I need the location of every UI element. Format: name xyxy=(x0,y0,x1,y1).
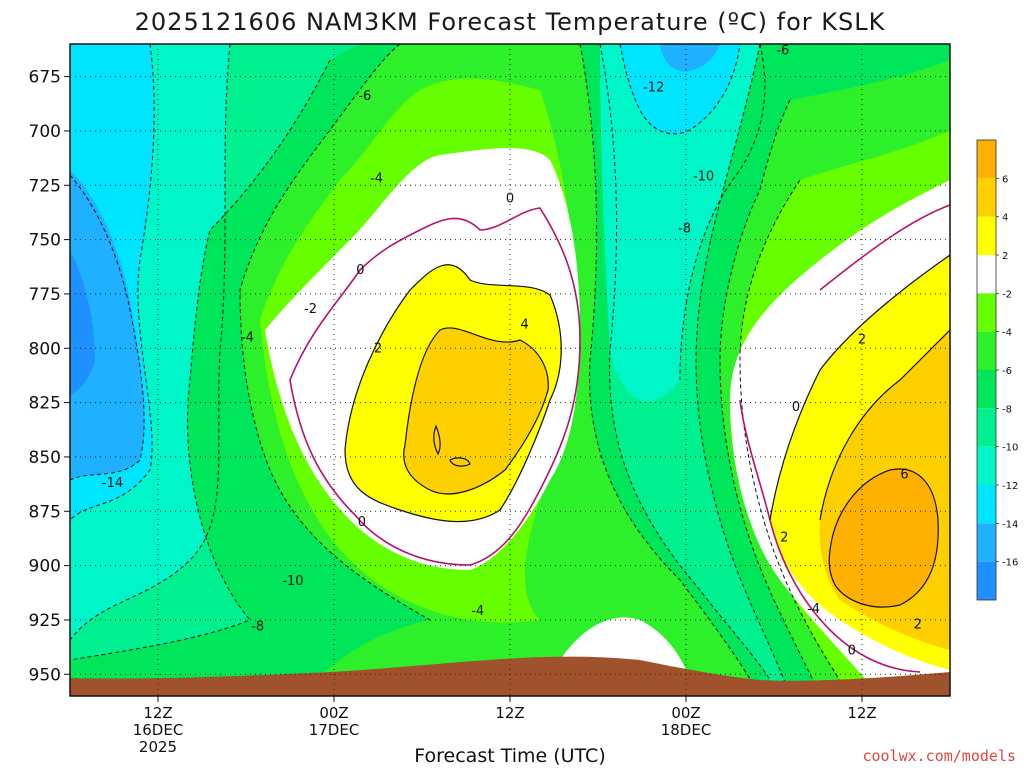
plot-area xyxy=(70,44,950,696)
y-tick-label: 950 xyxy=(29,665,61,685)
contour-label: 2 xyxy=(780,530,788,545)
y-tick-label: 900 xyxy=(29,557,61,577)
y-tick-label: 800 xyxy=(29,339,61,359)
x-tick-label: 2025 xyxy=(139,738,177,756)
x-tick-label: 18DEC xyxy=(661,721,712,739)
contour-label: -8 xyxy=(251,619,264,634)
colorbar-label: 2 xyxy=(1002,251,1008,262)
contour-label: -4 xyxy=(241,330,254,345)
x-tick-label: 12Z xyxy=(847,704,876,722)
x-tick-label: 16DEC xyxy=(133,721,184,739)
colorbar-segment xyxy=(977,446,996,485)
colorbar-label: -2 xyxy=(1002,289,1012,300)
dashed-isotherms xyxy=(70,44,851,696)
contour-label: 0 xyxy=(506,191,514,206)
terrain xyxy=(70,656,950,696)
colorbar-segment xyxy=(977,370,996,409)
colorbar-label: 6 xyxy=(1002,174,1008,185)
y-tick-label: 700 xyxy=(29,122,61,142)
colorbar-segment xyxy=(977,561,996,600)
contour-label: -8 xyxy=(678,222,691,237)
contour-label: 2 xyxy=(374,341,382,356)
contour-label: 2 xyxy=(914,617,922,632)
chart-title: 2025121606 NAM3KM Forecast Temperature (… xyxy=(135,8,886,36)
colorbar-label: -8 xyxy=(1002,404,1012,415)
colorbar-label: -16 xyxy=(1002,558,1018,569)
contour-label: -2 xyxy=(304,302,317,317)
colorbar-label: 4 xyxy=(1002,213,1008,224)
zero-isotherms xyxy=(289,204,950,673)
y-tick-label: 825 xyxy=(29,394,61,414)
contour-label: -4 xyxy=(807,602,820,617)
colorbar-segment xyxy=(977,485,996,524)
region-neg18 xyxy=(70,250,95,395)
y-tick-label: 775 xyxy=(29,285,61,305)
colorbar: 6 4 2 -2 -4 -6 -8 -10 -12 -14 -16 xyxy=(976,139,1018,601)
contour-label: 0 xyxy=(356,263,364,278)
contour-label: -6 xyxy=(358,89,371,104)
contour-label: -6 xyxy=(776,44,789,59)
x-tick-label: 00Z xyxy=(671,704,700,722)
y-tick-label: 750 xyxy=(29,231,61,251)
y-tick-label: 850 xyxy=(29,448,61,468)
colorbar-segment xyxy=(977,523,996,562)
colorbar-segment xyxy=(977,178,996,217)
grid-lines xyxy=(70,44,950,696)
colorbar-segment xyxy=(977,408,996,447)
x-tick-label: 12Z xyxy=(495,704,524,722)
y-tick-label: 925 xyxy=(29,611,61,631)
contour-label: -10 xyxy=(693,170,714,185)
colorbar-segment xyxy=(977,293,996,332)
contour-label: -12 xyxy=(643,80,664,95)
contour-label: 0 xyxy=(848,643,856,658)
region-neg14-top xyxy=(660,44,720,72)
contour-label: 0 xyxy=(792,400,800,415)
contour-labels: -6 -4 0 -2 0 -4 2 4 0 -14 -10 -8 -4 -12 -10 -8 -6 0 2 6 2 -4 0… xyxy=(102,44,922,659)
y-tick-label: 875 xyxy=(29,502,61,522)
y-tick-label: 725 xyxy=(29,176,61,196)
y-axis: 675 700 725 750 775 800 825 850 875 900 925 950 xyxy=(29,68,70,685)
x-tick-label: 12Z xyxy=(143,704,172,722)
warm-isotherms xyxy=(344,254,950,608)
region-4 xyxy=(403,327,549,494)
colorbar-label: -6 xyxy=(1002,366,1012,377)
contour-label: -14 xyxy=(102,476,123,491)
colorbar-segment xyxy=(977,140,996,179)
x-axis-label: Forecast Time (UTC) xyxy=(414,745,605,767)
region-6-right xyxy=(829,469,939,608)
colorbar-segment xyxy=(977,255,996,294)
x-tick-label: 00Z xyxy=(319,704,348,722)
region-neg10-top xyxy=(600,44,765,402)
colorbar-label: -4 xyxy=(1002,328,1012,339)
contour-label: -10 xyxy=(282,574,303,589)
y-tick-label: 675 xyxy=(29,68,61,88)
region-neg12-top xyxy=(620,44,740,134)
credit-text: coolwx.com/models xyxy=(862,747,1016,765)
colorbar-segment xyxy=(977,216,996,255)
colorbar-segment xyxy=(977,331,996,370)
contour-label: -4 xyxy=(471,604,484,619)
contour-label: 0 xyxy=(358,515,366,530)
colorbar-label: -12 xyxy=(1002,481,1018,492)
x-tick-label: 17DEC xyxy=(309,721,360,739)
colorbar-label: -14 xyxy=(1002,519,1018,530)
colorbar-label: -10 xyxy=(1002,443,1018,454)
contour-label: 6 xyxy=(900,467,908,482)
contour-label: -4 xyxy=(370,172,383,187)
contour-label: 2 xyxy=(858,333,866,348)
contour-label: 4 xyxy=(521,317,529,332)
